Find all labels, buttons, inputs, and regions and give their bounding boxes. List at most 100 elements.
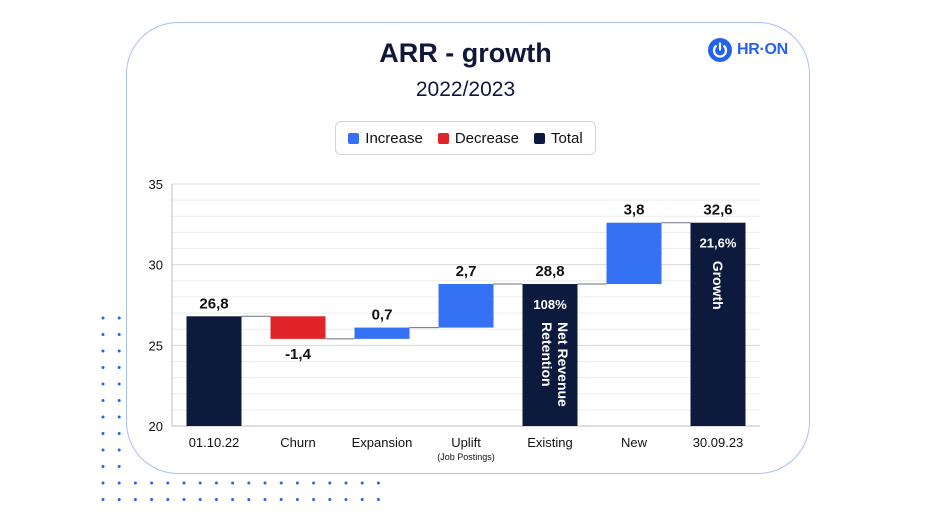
legend-item-decrease: Decrease <box>437 129 520 147</box>
decor-dot <box>101 333 105 336</box>
chart-subtitle: 2022/2023 <box>415 78 516 101</box>
decor-dot <box>101 316 105 320</box>
x-tick-label: Uplift <box>451 435 481 450</box>
decor-dot <box>231 481 235 485</box>
decor-dot <box>198 498 202 501</box>
decor-dot <box>117 481 121 485</box>
bar-inner-text-line: Net Revenue <box>555 322 571 407</box>
bar-inner-value: 108% <box>533 297 567 312</box>
y-tick-label: 30 <box>149 258 163 273</box>
decor-dot <box>150 498 154 501</box>
decor-dot <box>101 432 105 435</box>
bar-increase <box>438 284 494 328</box>
x-tick-label: Churn <box>280 435 315 450</box>
decor-dot <box>295 481 299 485</box>
y-tick-label: 25 <box>149 338 163 353</box>
chart-legend: Increase Decrease Total <box>335 121 596 155</box>
decor-dot <box>182 481 186 485</box>
bar-inner-text: Net RevenueRetention <box>539 322 571 407</box>
decor-dot <box>376 481 380 485</box>
data-label: -1,4 <box>285 346 312 363</box>
bar-inner-text: Growth <box>710 261 726 310</box>
decor-dot <box>101 481 105 485</box>
decor-dot <box>101 415 105 419</box>
dot-pattern-decoration <box>101 316 380 501</box>
decor-dot <box>117 316 121 320</box>
decor-dot <box>247 481 251 485</box>
data-label: 2,7 <box>456 263 477 280</box>
bar-total <box>690 222 746 426</box>
x-tick-sublabel: (Job Postings) <box>437 452 495 462</box>
data-label: 32,6 <box>703 202 732 219</box>
decor-dot <box>117 399 121 402</box>
data-label: 3,8 <box>624 202 645 219</box>
decor-dot <box>360 498 364 501</box>
x-tick-label: New <box>621 435 648 450</box>
decor-dot <box>101 366 105 369</box>
decor-dot <box>312 481 316 485</box>
decor-dot <box>101 349 105 353</box>
decor-dot <box>279 498 283 501</box>
chart-title: ARR - growth <box>379 38 552 68</box>
decor-dot <box>360 481 364 485</box>
legend-item-increase: Increase <box>348 130 423 147</box>
decor-dot <box>344 481 348 485</box>
decor-dot <box>117 382 121 386</box>
decor-dot <box>198 481 202 485</box>
legend-swatch-increase <box>348 132 360 144</box>
decor-dot <box>101 399 105 402</box>
bar-increase <box>354 327 410 339</box>
legend-swatch-total <box>534 132 546 144</box>
decor-dot <box>101 448 105 452</box>
bar-total <box>522 284 578 426</box>
bar-inner-text-line: Retention <box>539 322 555 387</box>
brand-logo: HR·ON <box>707 37 788 63</box>
legend-label-decrease: Decrease <box>454 129 520 147</box>
y-tick-label: 20 <box>149 419 163 434</box>
legend-swatch-decrease <box>437 132 449 144</box>
decor-dot <box>117 498 121 501</box>
decor-dot <box>150 481 154 485</box>
decor-dot <box>117 448 121 452</box>
bar-inner-caption: Net RevenueRetention <box>539 322 571 407</box>
bar-inner-value: 21,6% <box>700 236 737 251</box>
bar-increase <box>606 222 662 285</box>
decor-dot <box>117 432 121 435</box>
x-tick-label: Expansion <box>352 435 413 450</box>
data-label: 26,8 <box>199 295 228 312</box>
decor-dot <box>117 366 121 369</box>
x-tick-label: Existing <box>527 435 573 450</box>
legend-item-total: Total <box>534 130 583 147</box>
power-icon <box>708 38 732 62</box>
decor-dot <box>376 498 380 501</box>
decor-dot <box>166 481 170 485</box>
data-label: 0,7 <box>372 307 393 324</box>
x-tick-label: 30.09.23 <box>693 435 744 450</box>
bar-decrease <box>270 316 326 339</box>
decor-dot <box>117 415 121 419</box>
bar-inner-caption: Growth <box>710 261 726 310</box>
decor-dot <box>328 498 332 501</box>
decor-dot <box>263 481 267 485</box>
x-tick-label: 01.10.22 <box>189 435 240 450</box>
bar-total <box>186 316 242 426</box>
decor-dot <box>117 333 121 336</box>
decor-dot <box>214 481 218 485</box>
decor-dot <box>117 349 121 353</box>
decor-dot <box>101 465 105 468</box>
decor-dot <box>247 498 251 501</box>
decor-dot <box>344 498 348 501</box>
decor-dot <box>101 382 105 386</box>
decor-dot <box>101 498 105 501</box>
decor-dot <box>166 498 170 501</box>
logo-text: HR·ON <box>737 41 788 58</box>
decor-dot <box>117 465 121 468</box>
legend-label-increase: Increase <box>365 129 423 147</box>
decor-dot <box>133 498 137 501</box>
legend-label-total: Total <box>551 129 583 147</box>
decor-dot <box>312 498 316 501</box>
decor-dot <box>295 498 299 501</box>
decor-dot <box>231 498 235 501</box>
decor-dot <box>214 498 218 501</box>
